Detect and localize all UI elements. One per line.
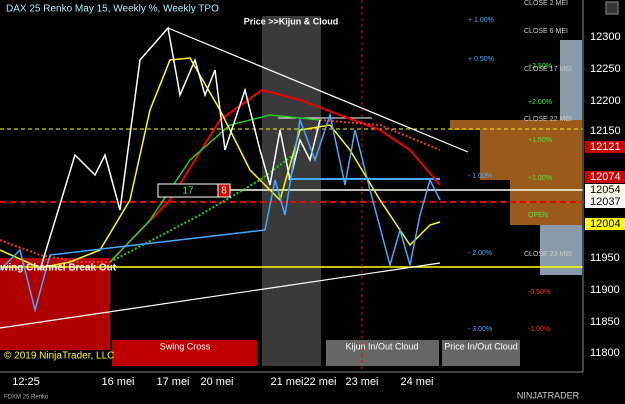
price-tick-label: 11800: [590, 347, 620, 359]
cloud-line: [0, 239, 110, 263]
counter: 17: [182, 186, 194, 197]
trend-line: [167, 27, 469, 153]
weekly-level: + 0.50%: [468, 56, 494, 63]
price-box: [585, 141, 625, 153]
kijun-line: [109, 114, 321, 263]
price-line: [0, 112, 441, 313]
tpo-level: +2.00%: [528, 99, 552, 106]
price-box: [585, 184, 625, 196]
close-level: CLOSE 22 MEI: [524, 116, 572, 123]
signal-label: Swing Cross: [160, 341, 211, 351]
time-tick-label: 20 mei: [200, 376, 233, 388]
instrument: FDXM 25 Renko: [4, 395, 49, 401]
counter-box: [217, 183, 231, 198]
close-button[interactable]: [605, 1, 619, 15]
price-tick-label: 11950: [590, 252, 620, 264]
signal-line: [0, 57, 441, 269]
close-level: CLOSE 6 MEI: [524, 28, 568, 35]
cloud-line: [109, 88, 441, 263]
price-box-label: 12074: [590, 171, 621, 183]
cloud-line: [319, 119, 441, 151]
price-box-label: 12054: [590, 184, 621, 196]
tpo-level: +1.50%: [528, 137, 552, 144]
price-tick-label: 11900: [590, 284, 620, 296]
close-level: CLOSE 2 MEI: [524, 0, 568, 7]
signal-band: [0, 258, 110, 350]
time-tick-label: 21 mei: [270, 376, 303, 388]
tpo-level: OPEN: [528, 212, 548, 219]
price-tick-label: 12150: [590, 125, 621, 137]
signal-label: Price >>Kijun & Cloud: [244, 16, 339, 26]
price-box: [585, 218, 625, 230]
close-level: CLOSE 17 MEI: [524, 66, 572, 73]
price-tick-label: 12200: [590, 95, 621, 107]
time-tick-label: 24 mei: [400, 376, 433, 388]
tpo-level: +2.50%: [528, 63, 552, 70]
logo: NINJATRADER: [517, 390, 580, 400]
price-box-label: 12121: [590, 141, 621, 153]
trend-line: [0, 262, 441, 329]
price-tick-label: 12250: [590, 63, 621, 75]
tpo-level: -1.00%: [528, 326, 550, 333]
counter: 8: [221, 186, 227, 197]
time-tick-label: 12:25: [12, 376, 40, 388]
copyright: © 2019 NinjaTrader, LLC: [4, 351, 114, 362]
signal-band: [112, 340, 257, 366]
time-tick-label: 17 mei: [156, 376, 189, 388]
tpo-level: +1.00%: [528, 175, 552, 182]
price-box: [585, 171, 625, 183]
signal-band: [442, 340, 520, 366]
weekly-level: - 3.00%: [468, 326, 492, 333]
price-tick-label: 11850: [590, 316, 620, 328]
price-box-label: 12037: [590, 196, 621, 208]
signal-label: Price In/Out Cloud: [444, 341, 518, 351]
time-tick-label: 16 mei: [101, 376, 134, 388]
weekly-level: - 1.00%: [468, 173, 492, 180]
weekly-level: - 2.00%: [468, 250, 492, 257]
signal-label: Swing Channel Break Out: [0, 263, 117, 274]
time-tick-label: 23 mei: [345, 376, 378, 388]
close-level: CLOSE 23 MEI: [524, 251, 572, 258]
price-box-label: 12004: [590, 218, 621, 230]
weekly-level: + 1.00%: [468, 17, 494, 24]
price-tick-label: 12300: [590, 31, 621, 43]
signal-band: [326, 340, 439, 366]
chart-title: DAX 25 Renko May 15, Weekly %, Weekly TP…: [6, 4, 219, 15]
price-line: [39, 26, 321, 271]
tpo-level: -0.50%: [528, 289, 550, 296]
signal-label: Kijun In/Out Cloud: [345, 341, 418, 351]
time-tick-label: 22 mei: [303, 376, 336, 388]
price-box: [585, 196, 625, 208]
